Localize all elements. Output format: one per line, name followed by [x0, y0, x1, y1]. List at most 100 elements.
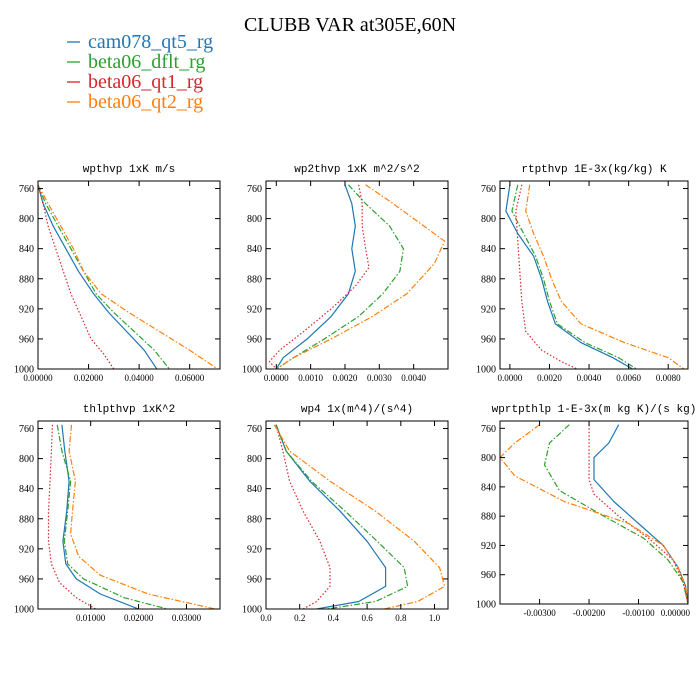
y-tick-label: 880 — [247, 514, 262, 525]
legend-item: cam078_qt5_rg — [67, 31, 213, 53]
plot-frame — [499, 180, 689, 370]
y-tick-label: 760 — [19, 184, 34, 195]
series-line-cam078_qt5_rg — [38, 184, 158, 369]
x-tick-label: 0.0030 — [367, 373, 392, 383]
x-tick-label: 0.8 — [395, 613, 407, 623]
y-tick-label: 960 — [481, 334, 496, 345]
y-tick-label: 800 — [19, 214, 34, 225]
series-line-beta06_qt2_rg — [275, 184, 446, 369]
y-tick-label: 960 — [19, 574, 34, 585]
x-tick-label: -0.00300 — [523, 608, 556, 618]
x-tick-label: 0.03000 — [172, 613, 202, 623]
x-tick-label: 0.0040 — [577, 373, 602, 383]
panel-title: wp4 1x(m^4)/(s^4) — [301, 404, 413, 416]
panel-title: rtpthvp 1E-3x(kg/kg) K — [521, 164, 667, 176]
series-line-beta06_qt1_rg — [38, 184, 115, 369]
x-tick-label: -0.00200 — [573, 608, 606, 618]
legend-label: beta06_qt2_rg — [88, 91, 203, 113]
series-line-beta06_dflt_rg — [543, 424, 688, 604]
series-line-beta06_qt2_rg — [38, 184, 218, 369]
series-line-beta06_qt1_rg — [588, 424, 688, 604]
y-tick-label: 1000 — [14, 605, 34, 616]
y-tick-label: 800 — [481, 214, 496, 225]
x-tick-label: 0.2 — [294, 613, 305, 623]
y-tick-label: 920 — [247, 304, 262, 315]
y-tick-label: 760 — [247, 184, 262, 195]
x-tick-label: -0.00100 — [622, 608, 655, 618]
x-tick-label: 0.0040 — [401, 373, 426, 383]
x-tick-label: 0.01000 — [76, 613, 106, 623]
y-tick-label: 800 — [247, 214, 262, 225]
x-tick-label: 0.0080 — [656, 373, 681, 383]
y-tick-label: 760 — [247, 424, 262, 435]
x-tick-label: 0.04000 — [124, 373, 154, 383]
x-tick-label: 1.0 — [429, 613, 441, 623]
y-tick-label: 960 — [19, 334, 34, 345]
y-tick-label: 920 — [481, 541, 496, 552]
plot-frame — [265, 420, 449, 610]
legend-label: beta06_qt1_rg — [88, 71, 203, 93]
legend-label: cam078_qt5_rg — [88, 31, 213, 53]
panel-2: wp2thvp 1xK m^2/s^2 760 800 840 880 920 960 100… — [242, 164, 449, 383]
panel-3: rtpthvp 1E-3x(kg/kg) K 760 800 840 880 920 960… — [476, 164, 689, 383]
x-tick-label: 0.02000 — [74, 373, 104, 383]
x-tick-label: 0.0020 — [537, 373, 562, 383]
y-tick-label: 880 — [481, 274, 496, 285]
plot-frame — [265, 180, 449, 370]
series-line-beta06_qt1_rg — [268, 184, 370, 369]
y-tick-label: 840 — [19, 484, 34, 495]
series-line-beta06_qt2_rg — [525, 184, 685, 369]
y-tick-label: 880 — [19, 274, 34, 285]
y-tick-label: 960 — [481, 570, 496, 581]
panel-title: wp2thvp 1xK m^2/s^2 — [294, 164, 419, 176]
plot-frame — [37, 180, 221, 370]
y-tick-label: 960 — [247, 334, 262, 345]
series-line-cam078_qt5_rg — [61, 424, 139, 609]
y-tick-label: 840 — [481, 482, 496, 493]
panel-title: wpthvp 1xK m/s — [83, 164, 175, 176]
series-line-cam078_qt5_rg — [505, 184, 633, 369]
series-line-beta06_qt1_rg — [275, 424, 331, 609]
y-tick-label: 800 — [19, 454, 34, 465]
figure-title: CLUBB VAR at305E,60N — [244, 14, 456, 36]
legend: cam078_qt5_rgbeta06_dflt_rgbeta06_qt1_rg… — [67, 31, 213, 113]
y-tick-label: 1000 — [476, 365, 496, 376]
y-tick-label: 1000 — [242, 365, 262, 376]
series-line-beta06_qt2_rg — [273, 424, 446, 609]
y-tick-label: 880 — [247, 274, 262, 285]
legend-label: beta06_dflt_rg — [88, 51, 205, 73]
y-tick-label: 800 — [481, 453, 496, 464]
legend-item: beta06_dflt_rg — [67, 51, 205, 73]
y-tick-label: 920 — [247, 544, 262, 555]
x-tick-label: 0.0000 — [498, 373, 523, 383]
x-tick-label: 0.00000 — [661, 608, 691, 618]
plot-frame — [499, 420, 689, 605]
y-tick-label: 760 — [19, 424, 34, 435]
x-tick-label: 0.00000 — [23, 373, 53, 383]
y-tick-label: 920 — [19, 544, 34, 555]
y-tick-label: 880 — [19, 514, 34, 525]
x-tick-label: 0.0010 — [298, 373, 323, 383]
x-tick-label: 0.0060 — [616, 373, 641, 383]
x-tick-label: 0.06000 — [175, 373, 205, 383]
y-tick-label: 840 — [19, 244, 34, 255]
x-tick-label: 0.0 — [260, 613, 272, 623]
series-line-beta06_dflt_rg — [511, 184, 637, 369]
plot-frame — [37, 420, 221, 610]
y-tick-label: 840 — [247, 484, 262, 495]
y-tick-label: 800 — [247, 454, 262, 465]
y-tick-label: 1000 — [476, 600, 496, 611]
x-tick-label: 0.0000 — [264, 373, 289, 383]
y-tick-label: 840 — [481, 244, 496, 255]
series-line-beta06_dflt_rg — [56, 424, 168, 609]
y-tick-label: 1000 — [14, 365, 34, 376]
series-line-beta06_qt1_rg — [47, 424, 96, 609]
y-tick-label: 920 — [481, 304, 496, 315]
y-tick-label: 840 — [247, 244, 262, 255]
panel-1: wpthvp 1xK m/s 760 800 840 880 920 960 10000.00… — [14, 164, 221, 383]
legend-item: beta06_qt1_rg — [67, 71, 203, 93]
series-line-beta06_qt2_rg — [500, 424, 688, 604]
y-tick-label: 1000 — [242, 605, 262, 616]
